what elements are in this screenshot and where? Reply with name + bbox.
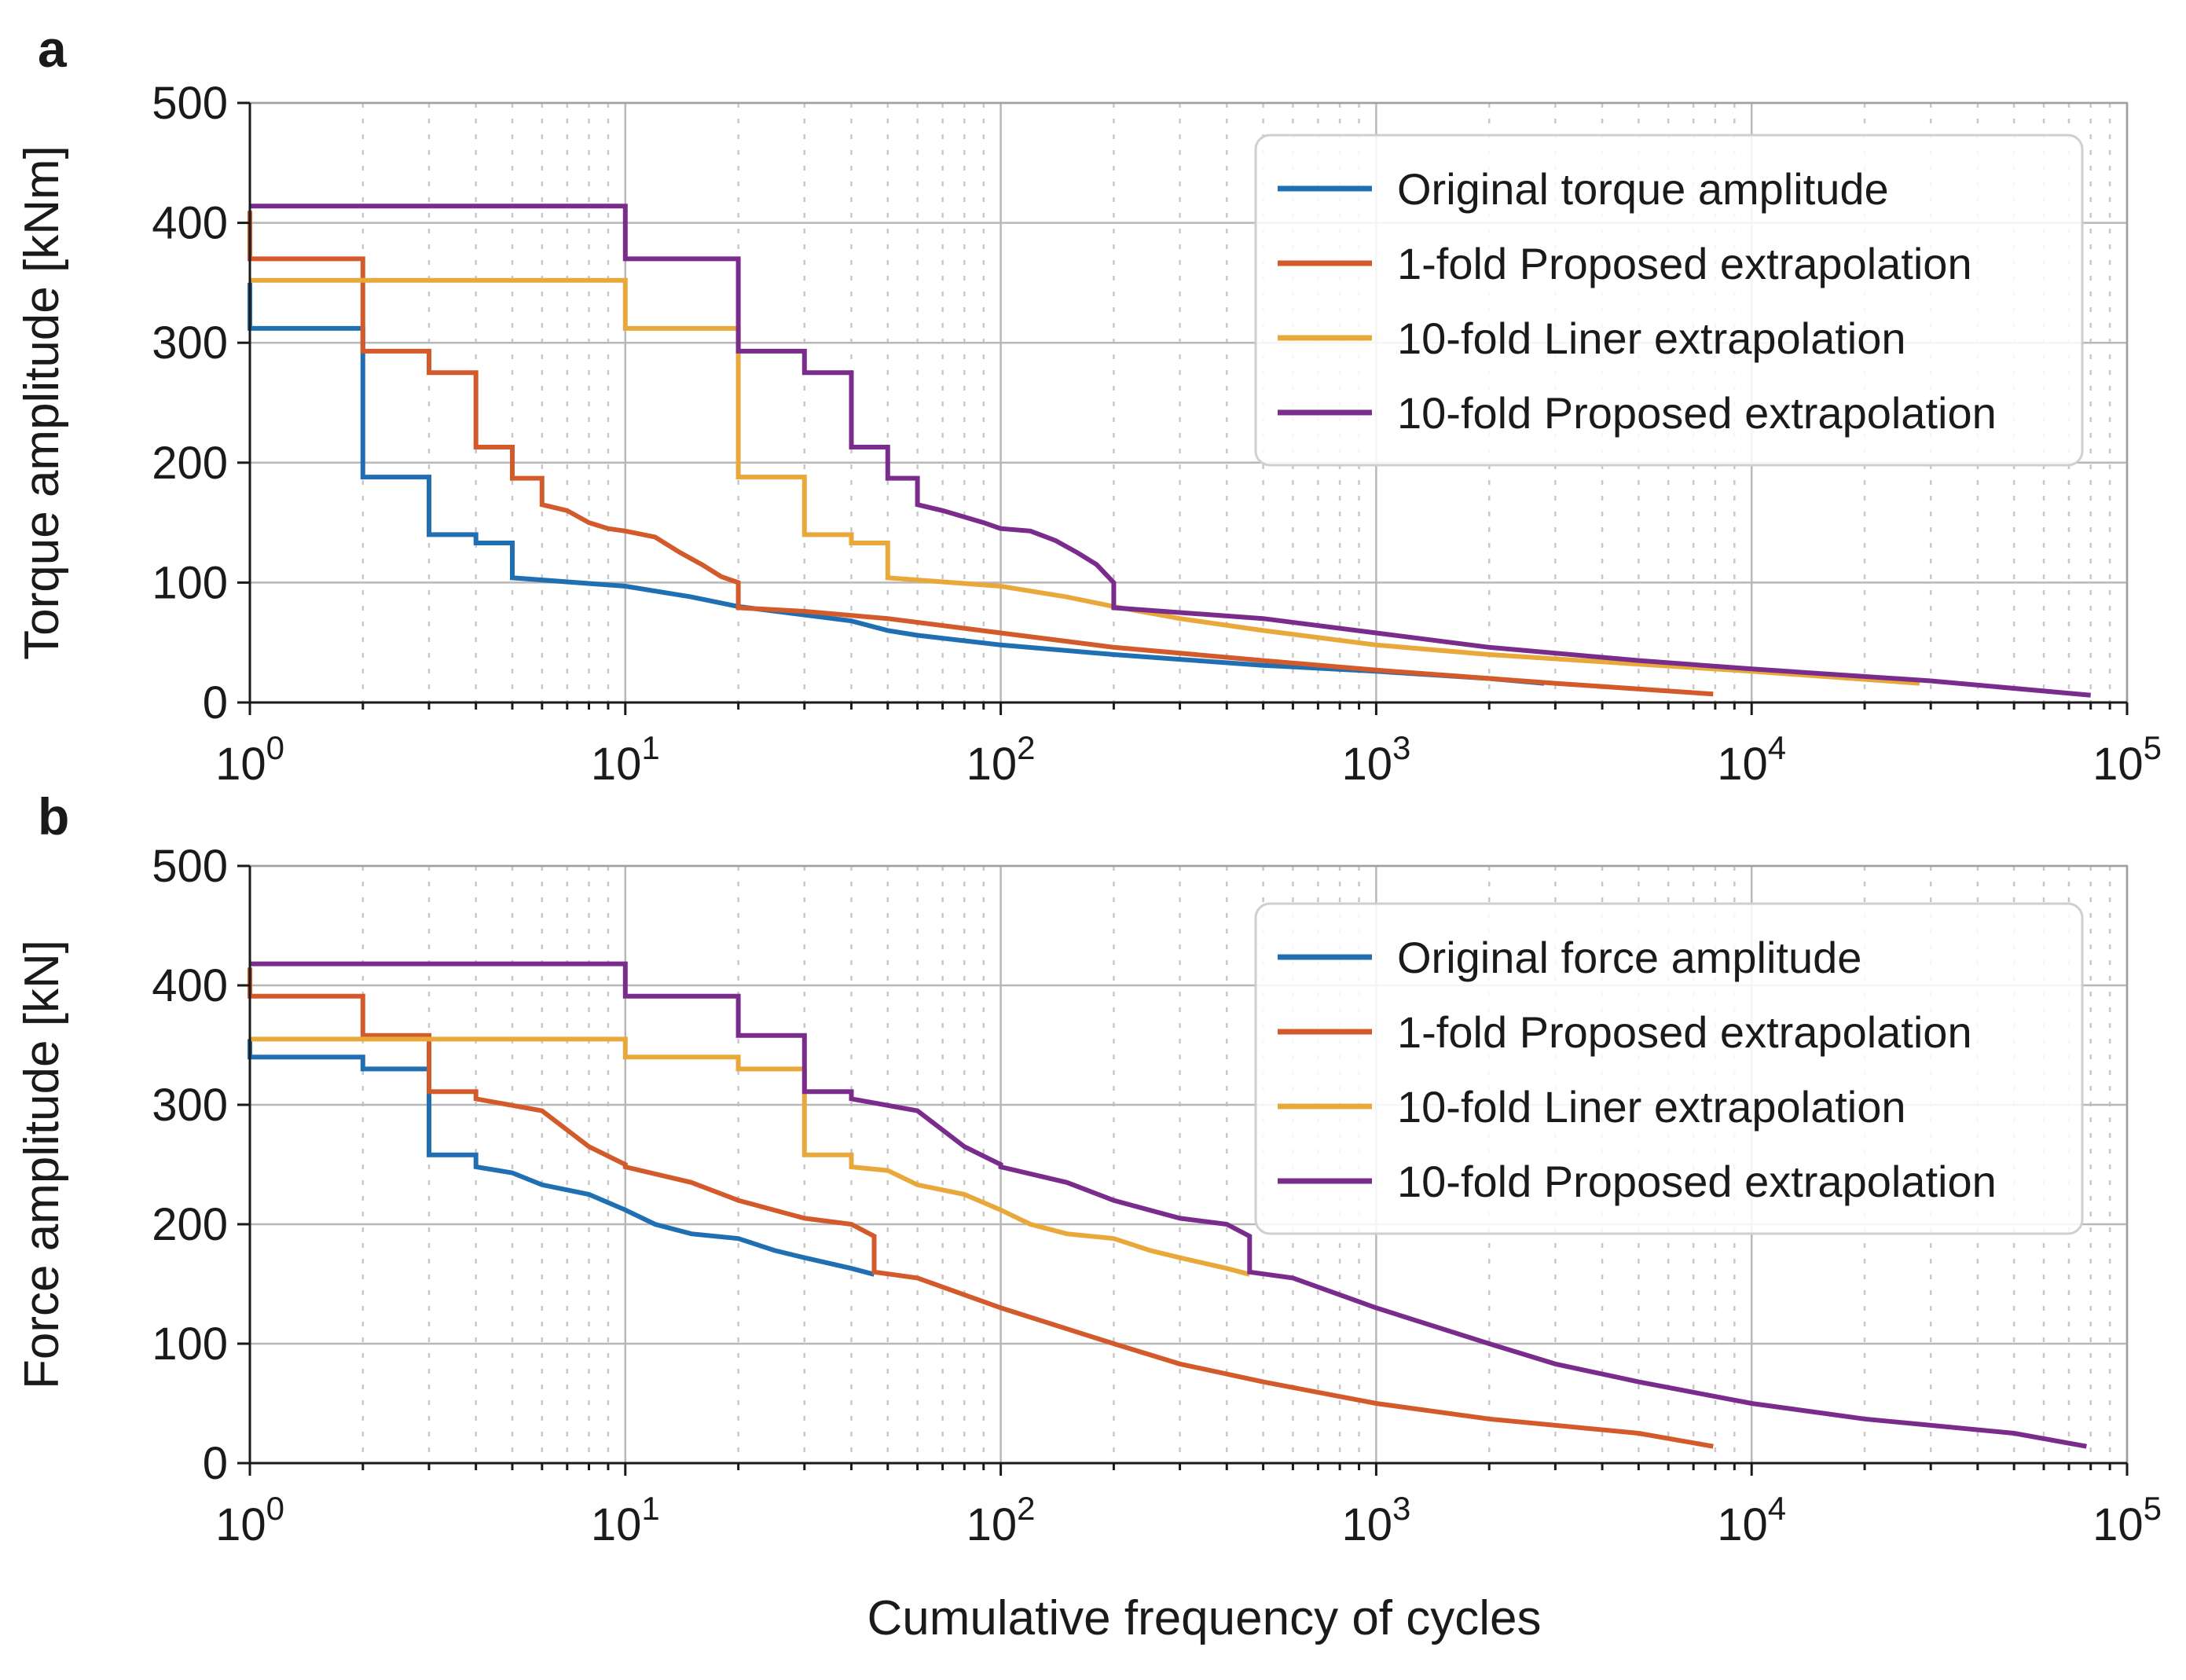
series-line-2 [248,211,1714,697]
y-tick-label: 0 [203,677,228,728]
legend-box [1254,902,2084,1235]
legend-label: 10-fold Proposed extrapolation [1397,1157,1997,1206]
x-tick-label: 101 [591,1490,660,1550]
y-tick-label: 200 [152,1199,228,1250]
x-tick-label: 103 [1341,729,1410,790]
series-line-3 [250,277,1920,686]
y-axis-title: Force amplitude [kN] [15,940,69,1389]
x-tick-label: 104 [1717,729,1786,790]
x-axis-title: Cumulative frequency of cycles [867,1591,1541,1645]
y-tick-label: 300 [152,1080,228,1131]
y-tick-label: 300 [152,317,228,369]
legend: Original force amplitude 1-fold Proposed … [1254,902,2084,1235]
y-tick-label: 500 [152,841,228,892]
x-tick-label: 102 [966,729,1036,790]
y-tick-label: 400 [152,198,228,249]
x-tick-label: 103 [1341,1490,1410,1550]
series-line-4 [250,204,2091,698]
y-tick-label: 200 [152,438,228,489]
legend-label: 10-fold Proposed extrapolation [1397,388,1997,438]
legend-label: 1-fold Proposed extrapolation [1397,239,1972,288]
series-line-1 [248,1039,875,1277]
legend-label: Original force amplitude [1397,933,1861,982]
panel-letter: a [38,20,68,78]
series-line-4 [250,961,2087,1449]
x-tick-label: 105 [2092,1490,2162,1550]
x-tick-label: 104 [1717,1490,1786,1550]
series-line-3 [250,1036,1251,1277]
x-tick-label: 101 [591,729,660,790]
panel-letter: b [38,787,69,846]
legend-label: 10-fold Liner extrapolation [1397,314,1906,363]
legend-box [1254,134,2084,467]
y-tick-label: 400 [152,960,228,1011]
x-tick-label: 105 [2092,729,2162,790]
x-tick-label: 100 [215,1490,284,1550]
series-line-1 [248,282,1545,686]
y-tick-label: 100 [152,557,228,608]
legend-label: 1-fold Proposed extrapolation [1397,1007,1972,1057]
y-tick-label: 500 [152,78,228,129]
series-line-2 [248,967,1714,1449]
x-tick-label: 102 [966,1490,1036,1550]
x-tick-label: 100 [215,729,284,790]
legend: Original torque amplitude 1-fold Proposed… [1254,134,2084,467]
y-tick-label: 0 [203,1438,228,1489]
legend-label: 10-fold Liner extrapolation [1397,1082,1906,1132]
y-tick-label: 100 [152,1319,228,1370]
y-axis-title: Torque amplitude [kNm] [15,145,69,660]
legend-label: Original torque amplitude [1397,164,1889,214]
